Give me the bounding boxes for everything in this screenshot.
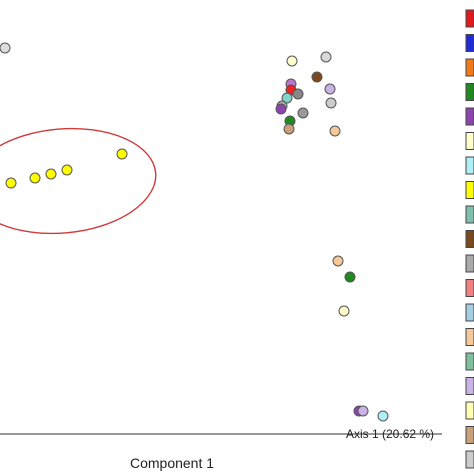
cluster-ellipse-group — [0, 127, 157, 235]
data-point — [5, 177, 17, 189]
data-point — [275, 103, 287, 115]
data-point — [116, 148, 128, 160]
legend-swatch — [465, 450, 474, 469]
legend-swatch — [465, 205, 474, 224]
legend-swatch — [465, 107, 474, 126]
legend-swatch — [465, 83, 474, 101]
data-point — [0, 42, 11, 54]
x-axis-label: Component 1 — [130, 455, 214, 471]
data-point — [338, 305, 350, 317]
data-point — [357, 405, 369, 417]
data-point — [324, 83, 336, 95]
legend-swatch — [465, 181, 474, 199]
data-point — [377, 410, 389, 422]
legend-swatch — [465, 426, 474, 444]
data-point — [332, 255, 344, 267]
axis-note: Axis 1 (20.62 %) — [346, 427, 434, 441]
legend-swatch — [465, 230, 474, 248]
legend-swatch — [465, 34, 474, 52]
legend-swatch — [465, 377, 474, 395]
legend-swatch — [465, 352, 474, 371]
data-point — [325, 97, 337, 109]
data-point — [286, 55, 298, 67]
legend-swatch — [465, 279, 474, 297]
data-point — [283, 123, 295, 135]
legend-swatch — [465, 58, 474, 77]
cluster-ellipse — [0, 127, 157, 235]
legend-swatch — [465, 254, 474, 273]
data-point — [320, 51, 332, 63]
data-point — [45, 168, 57, 180]
legend-swatch — [465, 9, 474, 28]
data-point — [329, 125, 341, 137]
legend — [465, 9, 474, 469]
data-point — [61, 164, 73, 176]
data-point — [292, 88, 304, 100]
legend-swatch — [465, 401, 474, 420]
data-point — [297, 107, 309, 119]
data-point — [344, 271, 356, 283]
legend-swatch — [465, 156, 474, 175]
legend-swatch — [465, 303, 474, 322]
data-point — [281, 92, 293, 104]
data-point — [29, 172, 41, 184]
legend-swatch — [465, 132, 474, 150]
data-points — [0, 42, 389, 422]
legend-swatch — [465, 328, 474, 346]
data-point — [311, 71, 323, 83]
